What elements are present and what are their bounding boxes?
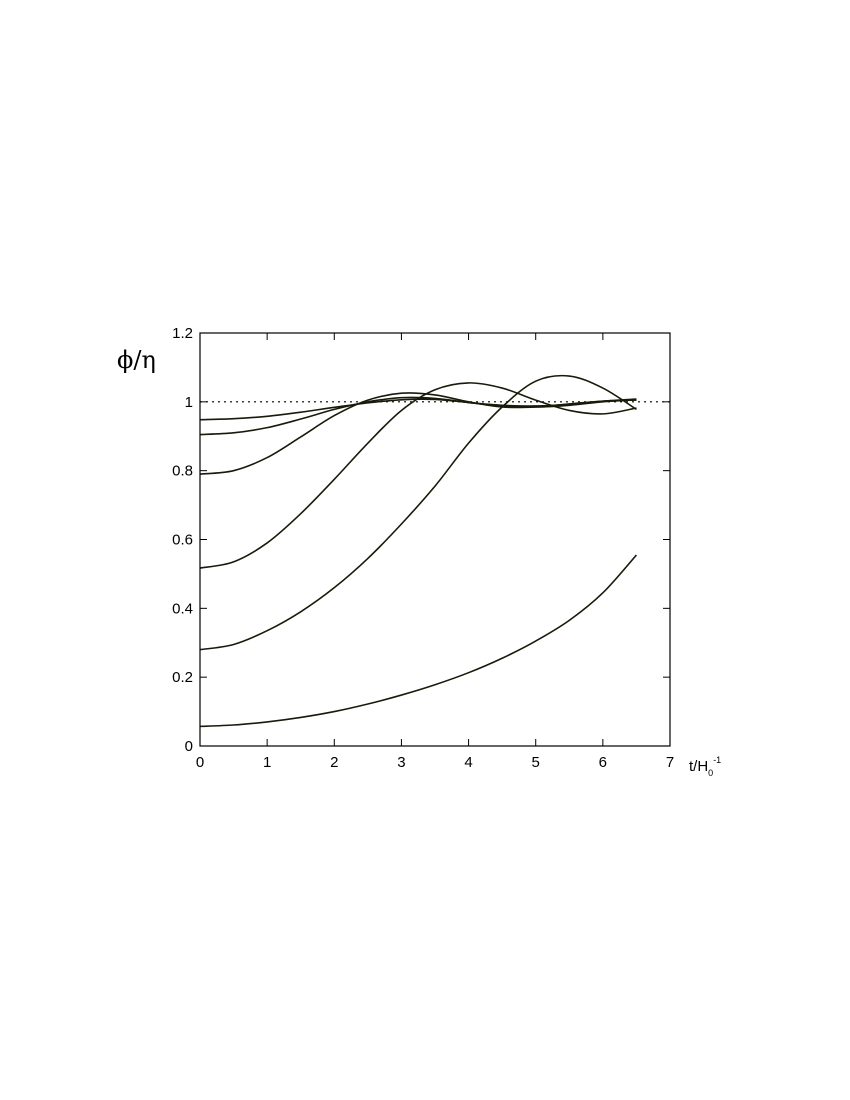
y-axis-label: ϕ/η <box>117 346 156 374</box>
plot-area: 0 1 2 3 4 5 6 7 0 0.2 0.4 0.6 0.8 1 1.2 <box>172 325 674 771</box>
x-axis-label-main: t/H <box>689 758 708 775</box>
x-tick-label: 4 <box>464 754 472 771</box>
series-line-1 <box>199 398 637 421</box>
x-tick-label: 2 <box>330 754 338 771</box>
x-axis-label: t/H0-1 <box>689 755 721 778</box>
y-tick-label: 0 <box>185 738 193 755</box>
x-tick-label: 6 <box>599 754 607 771</box>
x-tick-label: 0 <box>196 754 204 771</box>
series-line-4 <box>199 382 637 569</box>
x-tick-label: 3 <box>397 754 405 771</box>
y-tick-label: 0.2 <box>172 669 193 686</box>
series-group <box>199 374 638 728</box>
y-tick-label: 0.6 <box>172 532 193 549</box>
series-line-5 <box>199 374 637 651</box>
x-tick-label: 7 <box>666 754 674 771</box>
series-line-3 <box>199 392 637 475</box>
y-tick-label: 0.4 <box>172 600 193 617</box>
y-ticks: 0 0.2 0.4 0.6 0.8 1 1.2 <box>172 325 670 755</box>
x-tick-label: 1 <box>263 754 271 771</box>
x-axis-label-subscript: 0 <box>708 768 713 778</box>
series-line-2 <box>199 396 637 436</box>
x-tick-label: 5 <box>532 754 540 771</box>
y-tick-label: 1.2 <box>172 325 193 342</box>
series-line-6 <box>199 554 638 728</box>
x-ticks: 0 1 2 3 4 5 6 7 <box>196 333 674 771</box>
x-axis-label-superscript: -1 <box>713 755 721 765</box>
y-tick-label: 0.8 <box>172 463 193 480</box>
y-tick-label: 1 <box>185 394 193 411</box>
